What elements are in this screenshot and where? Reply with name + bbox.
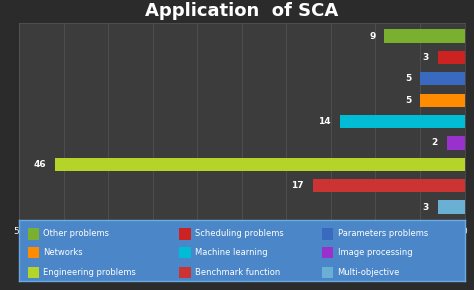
Bar bbox=[340, 115, 465, 128]
FancyBboxPatch shape bbox=[28, 247, 39, 258]
Text: 9: 9 bbox=[369, 32, 375, 41]
Text: Scheduling problems: Scheduling problems bbox=[195, 229, 284, 238]
Text: 46: 46 bbox=[33, 160, 46, 169]
Bar bbox=[420, 93, 465, 107]
Text: 2: 2 bbox=[431, 138, 438, 147]
X-axis label: NUMBER OF PUBLISHED PAPERS: NUMBER OF PUBLISHED PAPERS bbox=[160, 241, 324, 250]
FancyBboxPatch shape bbox=[28, 229, 39, 240]
FancyBboxPatch shape bbox=[28, 267, 39, 278]
Text: Networks: Networks bbox=[44, 248, 83, 257]
Text: 14: 14 bbox=[318, 117, 331, 126]
Text: 5: 5 bbox=[405, 96, 411, 105]
Text: 3: 3 bbox=[423, 202, 429, 211]
Bar bbox=[55, 158, 465, 171]
Text: 3: 3 bbox=[423, 53, 429, 62]
Bar bbox=[384, 29, 465, 43]
Bar bbox=[438, 200, 465, 214]
Bar bbox=[313, 179, 465, 192]
FancyBboxPatch shape bbox=[179, 229, 191, 240]
Text: Image processing: Image processing bbox=[337, 248, 412, 257]
Text: Parameters problems: Parameters problems bbox=[337, 229, 428, 238]
Text: 5: 5 bbox=[405, 74, 411, 83]
Bar bbox=[438, 51, 465, 64]
Text: Machine learning: Machine learning bbox=[195, 248, 268, 257]
Text: Engineering problems: Engineering problems bbox=[44, 268, 137, 277]
Text: Benchmark function: Benchmark function bbox=[195, 268, 280, 277]
Bar bbox=[420, 72, 465, 85]
Text: Multi-objective: Multi-objective bbox=[337, 268, 400, 277]
FancyBboxPatch shape bbox=[322, 247, 333, 258]
Text: 17: 17 bbox=[292, 181, 304, 190]
Bar bbox=[447, 136, 465, 150]
Title: Application  of SCA: Application of SCA bbox=[145, 2, 338, 20]
FancyBboxPatch shape bbox=[179, 267, 191, 278]
FancyBboxPatch shape bbox=[179, 247, 191, 258]
Text: Other problems: Other problems bbox=[44, 229, 109, 238]
FancyBboxPatch shape bbox=[322, 229, 333, 240]
FancyBboxPatch shape bbox=[322, 267, 333, 278]
